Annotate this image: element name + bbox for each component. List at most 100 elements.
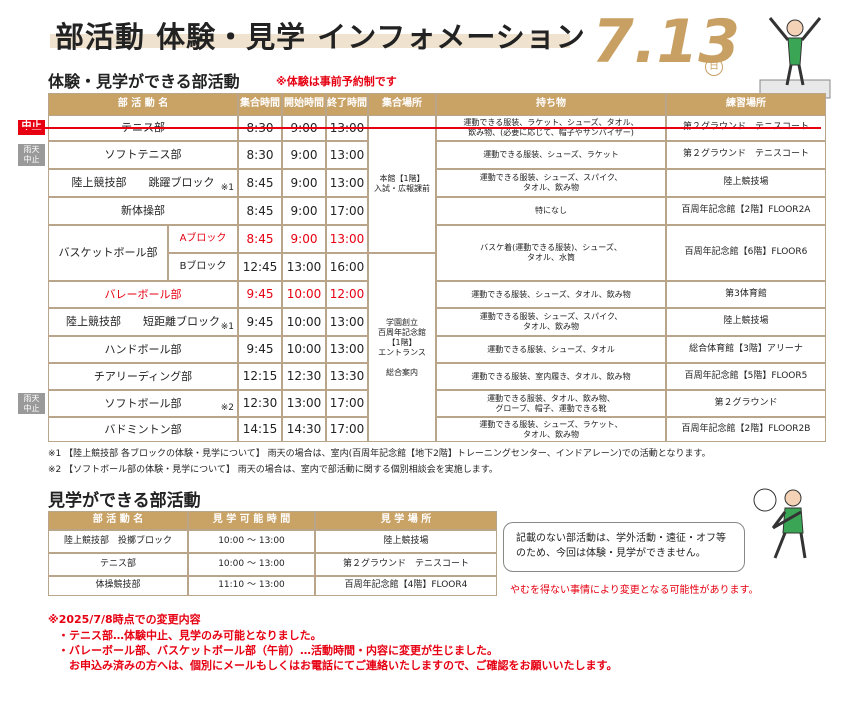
status-label: 雨天 中止 [18, 144, 45, 166]
table-cell: 百周年記念館【4階】FLOOR4 [315, 576, 497, 596]
table-cell: 12:45 [238, 253, 282, 281]
table-cell: 13:00 [326, 336, 368, 363]
table-cell: 体操競技部 [48, 576, 188, 596]
table-cell: 17:00 [326, 390, 368, 417]
table-cell: 本館【1階】 入試・広報課前 [368, 115, 436, 253]
table-cell: 13:00 [326, 308, 368, 336]
table-cell: 10:00 ～ 13:00 [188, 553, 315, 576]
table-cell: 10:00 [282, 336, 326, 363]
table-cell: 8:45 [238, 169, 282, 197]
table-cell: 9:00 [282, 141, 326, 169]
table-cell: 13:30 [326, 363, 368, 390]
table-cell: 開始時間 [282, 93, 326, 116]
table-cell: 8:30 [238, 141, 282, 169]
table-cell: 運動できる服装、タオル、飲み物、 グローブ、帽子、運動できる靴 [436, 390, 666, 417]
table-cell: 持ち物 [436, 93, 666, 116]
warning: やむを得ない事情により変更となる可能性があります。 [510, 585, 759, 596]
table-cell: ソフトテニス部 [48, 141, 238, 169]
table-cell: 陸上競技部 短距離ブロック ※1 [48, 308, 238, 336]
table-cell: 運動できる服装、シューズ、タオル [436, 336, 666, 363]
table-cell: 終了時間 [326, 93, 368, 116]
table-cell: 10:00 [282, 281, 326, 308]
table-cell: 13:00 [326, 225, 368, 253]
table-cell: 陸上競技部 投擲ブロック [48, 530, 188, 553]
weekday: 日 [705, 58, 723, 76]
table-cell: Aブロック [168, 225, 238, 253]
status-label: 雨天 中止 [18, 393, 45, 414]
table-cell: 練習場所 [666, 93, 826, 116]
note-mark: ※1 [220, 321, 234, 332]
table-cell: 12:00 [326, 281, 368, 308]
table-cell: 9:45 [238, 336, 282, 363]
table-cell: 17:00 [326, 417, 368, 442]
table-cell: 部 活 動 名 [48, 93, 238, 116]
table-cell: 13:00 [326, 169, 368, 197]
table-cell: 9:45 [238, 281, 282, 308]
table-cell: テニス部 [48, 553, 188, 576]
table-cell: 13:00 [326, 141, 368, 169]
table-cell: 第3体育館 [666, 281, 826, 308]
changes-line: ・テニス部…体験中止、見学のみ可能となりました。 [58, 629, 322, 642]
table-cell: 陸上競技場 [666, 169, 826, 197]
table-cell: 見 学 場 所 [315, 511, 497, 530]
table-cell: 8:45 [238, 225, 282, 253]
table-cell: 百周年記念館【5階】FLOOR5 [666, 363, 826, 390]
table-cell: ソフトボール部 ※2 [48, 390, 238, 417]
table-cell: 陸上競技場 [666, 308, 826, 336]
changes-line: お申込み済みの方へは、個別にメールもしくはお電話にてご連絡いたしますので、ご確認… [58, 659, 618, 672]
table-cell: 百周年記念館【2階】FLOOR2B [666, 417, 826, 442]
table-cell: 運動できる服装、シューズ、スパイク、 タオル、飲み物 [436, 308, 666, 336]
table-cell: 12:15 [238, 363, 282, 390]
table-cell: 運動できる服装、シューズ、ラケット [436, 141, 666, 169]
section1-title: 体験・見学ができる部活動 [48, 72, 240, 91]
table-cell: 12:30 [282, 363, 326, 390]
table-cell: 集合場所 [368, 93, 436, 116]
table-cell: 運動できる服装、シューズ、ラケット、 タオル、飲み物 [436, 417, 666, 442]
table-cell: 13:00 [282, 253, 326, 281]
table-cell: 12:30 [238, 390, 282, 417]
table-cell: 17:00 [326, 197, 368, 225]
table-cell: 陸上競技場 [315, 530, 497, 553]
table-cell: 9:00 [282, 197, 326, 225]
table-cell: 運動できる服装、シューズ、タオル、飲み物 [436, 281, 666, 308]
changes-line: ・バレーボール部、バスケットボール部（午前）…活動時間・内容に変更が生じました。 [58, 644, 498, 657]
table-cell: 百周年記念館【6階】FLOOR6 [666, 225, 826, 281]
table-cell: 運動できる服装、室内履き、タオル、飲み物 [436, 363, 666, 390]
table-cell: Bブロック [168, 253, 238, 281]
table-cell: 14:30 [282, 417, 326, 442]
section1-note: ※体験は事前予約制です [276, 75, 397, 88]
table-cell: 特になし [436, 197, 666, 225]
table-cell: 9:45 [238, 308, 282, 336]
table-cell: バスケットボール部 [48, 225, 168, 281]
section2-title: 見学ができる部活動 [48, 491, 201, 511]
note-mark: ※1 [220, 182, 234, 193]
table-cell: 第２グラウンド [666, 390, 826, 417]
table-cell: 百周年記念館【2階】FLOOR2A [666, 197, 826, 225]
table-cell: 陸上競技部 跳躍ブロック ※1 [48, 169, 238, 197]
table-cell: 集合時間 [238, 93, 282, 116]
table-cell: 14:15 [238, 417, 282, 442]
table-cell: 総合体育館【3階】アリーナ [666, 336, 826, 363]
info-box: 記載のない部活動は、学外活動・遠征・オフ等 のため、今回は体験・見学ができません… [503, 522, 745, 572]
table-cell: ハンドボール部 [48, 336, 238, 363]
changes-title: ※2025/7/8時点での変更内容 [48, 613, 201, 626]
table-cell: チアリーディング部 [48, 363, 238, 390]
table-cell: 運動できる服装、シューズ、スパイク、 タオル、飲み物 [436, 169, 666, 197]
table-cell: 8:45 [238, 197, 282, 225]
table-cell: バレーボール部 [48, 281, 238, 308]
table-cell: バドミントン部 [48, 417, 238, 442]
illustration-volleyball [753, 488, 807, 559]
table-cell: 新体操部 [48, 197, 238, 225]
footnote: ※2 【ソフトボール部の体験・見学について】 雨天の場合は、室内で部活動に関する… [48, 465, 498, 475]
footnote: ※1 【陸上競技部 各ブロックの体験・見学について】 雨天の場合は、室内(百周年… [48, 449, 711, 459]
title: 部活動 体験・見学 インフォメーション [55, 20, 586, 54]
table-cell: 10:00 [282, 308, 326, 336]
table-cell: 第２グラウンド テニスコート [666, 141, 826, 169]
title-band [50, 34, 570, 48]
strike-line [18, 127, 821, 129]
table-cell: 第２グラウンド テニスコート [315, 553, 497, 576]
table-cell: 見 学 可 能 時 間 [188, 511, 315, 530]
table-cell: 10:00 ～ 13:00 [188, 530, 315, 553]
table-cell: 9:00 [282, 225, 326, 253]
